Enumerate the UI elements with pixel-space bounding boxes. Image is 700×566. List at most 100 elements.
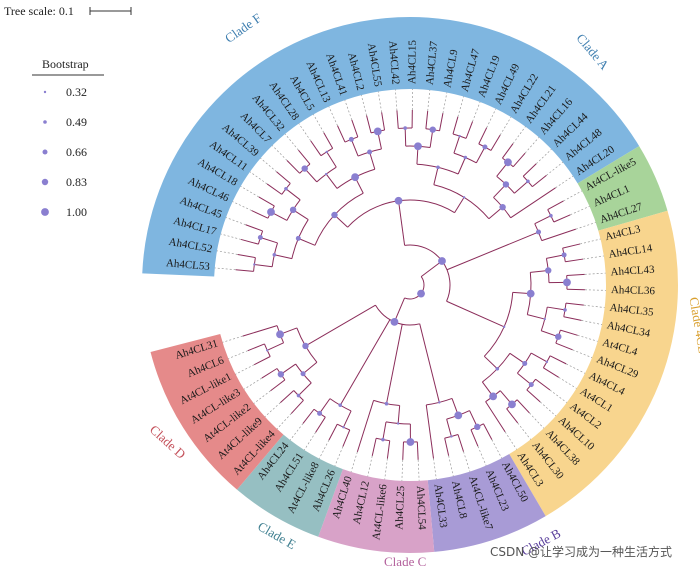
bootstrap-node [502,325,506,329]
bootstrap-node [325,150,328,154]
branch [342,429,351,447]
branch [305,304,376,347]
branch [514,180,529,194]
clade-label-4cl: Clade 4CL [686,296,700,354]
leaf-guide [442,92,448,114]
leaf-guide [232,201,252,211]
legend-dot [43,90,47,94]
leaf-guide [529,412,545,429]
leaf-guide [328,106,338,126]
bootstrap-node [561,252,567,258]
leaf-guide [463,451,471,472]
bootstrap-node [342,426,345,429]
bootstrap-node [417,289,425,298]
branch [298,382,312,396]
bootstrap-node [257,234,263,240]
leaf-guide [472,101,481,122]
leaf-guide [583,255,604,260]
leaf-guide [584,272,606,275]
bootstrap-node [253,263,256,266]
bootstrap-node [563,278,571,287]
branch [251,210,269,219]
bootstrap-node [526,289,535,298]
leaf-guide [377,91,382,113]
branch [565,302,584,306]
branch [465,121,474,139]
bootstrap-node [367,149,373,155]
bootstrap-node [555,333,562,340]
branch [547,200,564,211]
leaf-label: Ah4CL25 [393,485,407,530]
leaf-guide [334,446,344,467]
legend-dot [42,149,48,155]
leaf-guide [284,133,299,151]
leaf-guide [433,458,437,480]
clade-label-d: Clade D [147,422,189,462]
bootstrap-node [390,317,399,326]
legend-label: 0.32 [66,85,87,99]
leaf-guide [566,363,586,374]
leaf-guide [546,161,563,176]
branch [404,128,407,147]
tree-scale: Tree scale: 0.1 [4,4,132,18]
leaf-guide [272,145,288,161]
clade-band-b [427,454,546,552]
branch [351,119,359,138]
branch [266,183,283,195]
leaf-guide [581,320,603,325]
branch [566,273,585,276]
leaf-guide [350,451,358,473]
branch [328,423,338,441]
branch [237,253,256,259]
leaf-label: Ah4CL15 [406,39,419,84]
bootstrap-node [563,308,567,312]
bootstrap-node [373,127,382,136]
branch [549,355,567,365]
leaf-guide [228,350,248,359]
branch [260,237,278,244]
leaf-guide [318,439,330,459]
branch [402,441,404,460]
branch [485,401,506,433]
branch [339,319,391,406]
branch [366,115,372,134]
branch [425,110,429,129]
branch [454,197,465,213]
leaf-guide [504,431,517,450]
tree-branches [235,110,585,460]
branch [546,254,565,259]
leaf-label: Ah4CL54 [414,485,428,530]
leaf-guide [549,389,567,403]
branch [285,188,301,201]
branch [506,408,519,424]
bootstrap-node [462,196,466,199]
bootstrap-node [276,330,284,339]
bootstrap-node [536,229,542,235]
bootstrap-node [429,126,436,133]
bootstrap-node [300,371,306,377]
clade-band-a [577,146,668,231]
bootstrap-node [384,401,389,406]
clade-band-4cl [509,210,678,517]
branch [457,157,466,175]
leaf-guide [427,89,431,111]
leaf-guide [313,114,325,133]
branch [245,224,263,232]
leaf-guide [499,116,512,136]
bootstrap-node [272,252,277,257]
branch [563,316,582,321]
bootstrap-node [528,382,534,388]
branch [326,151,337,168]
leaf-guide [570,206,590,216]
bootstrap-node [394,196,403,205]
leaf-guide [512,126,526,144]
bootstrap-node [436,165,440,170]
branch [547,306,566,311]
leaf-guide [457,96,465,117]
branch [386,324,403,404]
bootstrap-node [267,208,275,216]
bootstrap-node [438,401,441,404]
leaf-label: Ah4CL33 [432,483,450,529]
branch [439,113,444,131]
branch [276,171,291,184]
